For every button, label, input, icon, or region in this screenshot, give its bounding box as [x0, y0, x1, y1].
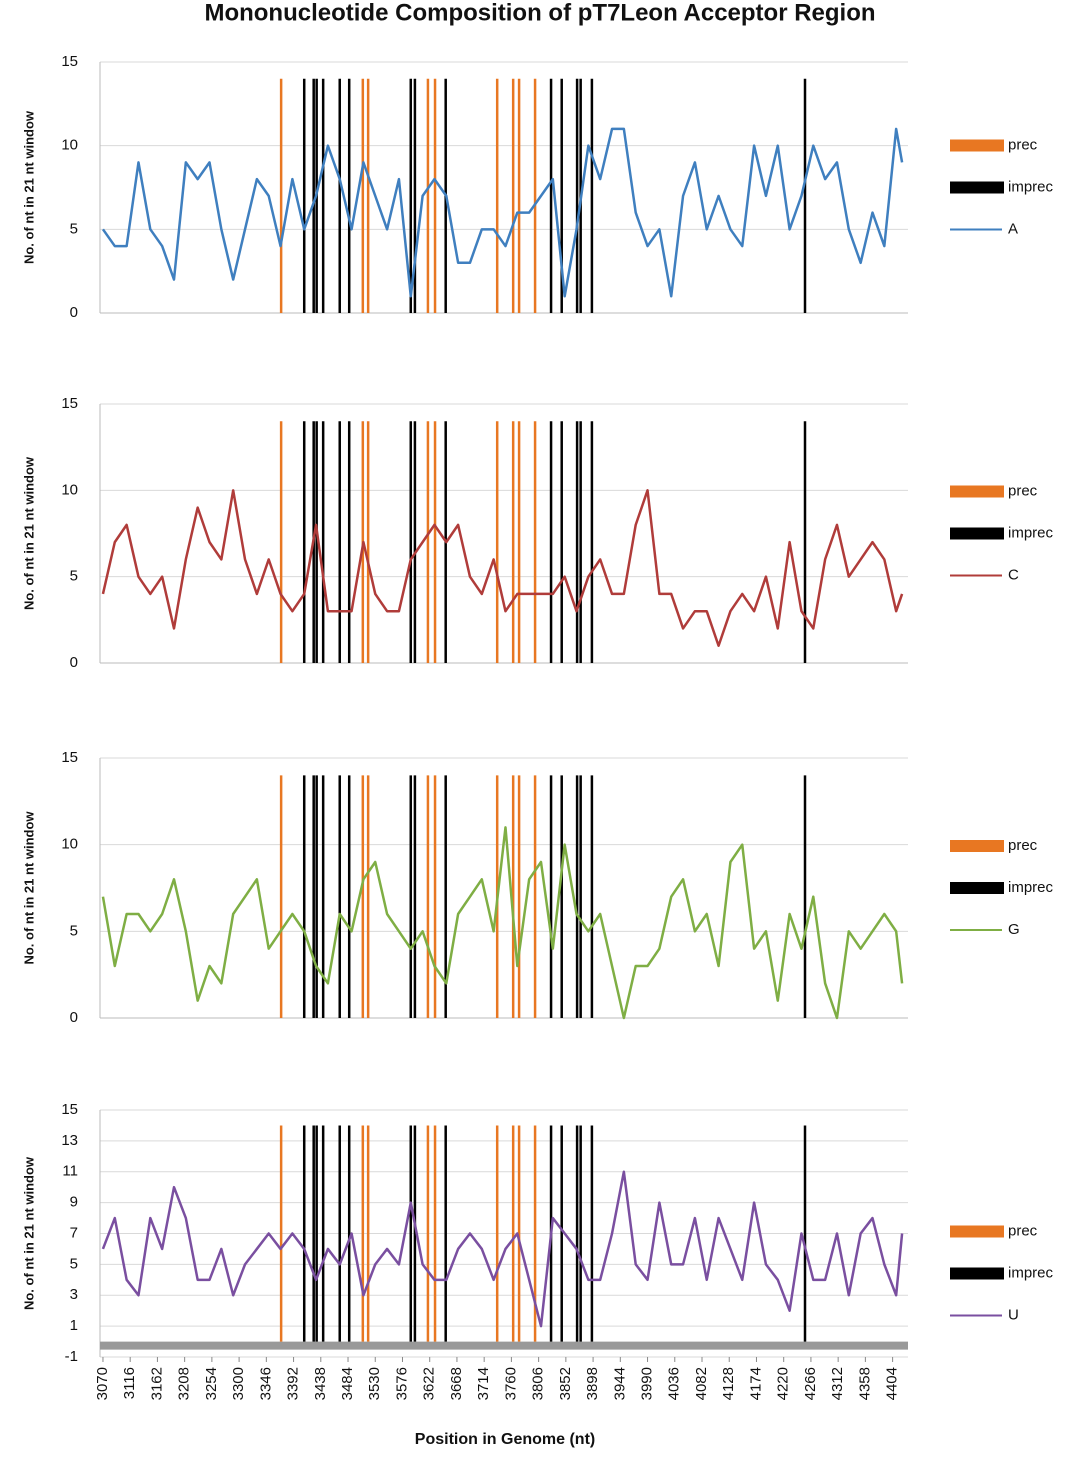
panel: No. of nt in 21 nt window-11357911131530… — [21, 1101, 1053, 1448]
x-tick-label: 3852 — [557, 1367, 574, 1400]
y-axis-title: No. of nt in 21 nt window — [21, 1156, 36, 1310]
chart-title: Mononucleotide Composition of pT7Leon Ac… — [204, 0, 875, 26]
legend-swatch — [950, 1267, 1004, 1280]
legend-swatch — [950, 882, 1004, 894]
x-tick-label: 4220 — [775, 1367, 792, 1400]
legend-label: U — [1008, 1306, 1019, 1323]
y-tick-label: 10 — [61, 137, 78, 154]
line-series — [101, 1170, 904, 1328]
x-tick-label: 4312 — [829, 1367, 846, 1400]
legend-swatch — [950, 139, 1004, 152]
legend-label: C — [1008, 566, 1019, 583]
x-tick-label: 3346 — [257, 1367, 274, 1400]
legend-swatch — [950, 485, 1004, 498]
line-series — [101, 826, 904, 1020]
y-tick-label: 0 — [70, 1009, 78, 1026]
legend-swatch — [950, 840, 1004, 852]
line-series — [101, 489, 904, 647]
x-tick-label: 3576 — [393, 1367, 410, 1400]
y-axis-title: No. of nt in 21 nt window — [21, 811, 36, 965]
y-tick-label: 15 — [61, 1101, 78, 1118]
legend-swatch — [950, 1225, 1004, 1238]
y-axis-title: No. of nt in 21 nt window — [21, 110, 36, 264]
y-tick-label: 5 — [70, 220, 78, 237]
x-tick-label: 4082 — [693, 1367, 710, 1400]
x-tick-label: 4174 — [747, 1367, 764, 1400]
legend-label: imprec — [1008, 1264, 1054, 1281]
x-tick-label: 3392 — [285, 1367, 302, 1400]
legend-label: prec — [1008, 136, 1038, 153]
x-tick-label: 3208 — [176, 1367, 193, 1400]
y-tick-label: -1 — [65, 1348, 78, 1365]
y-tick-label: 0 — [70, 654, 78, 671]
x-tick-label: 4358 — [856, 1367, 873, 1400]
y-tick-label: 7 — [70, 1224, 78, 1241]
y-tick-label: 15 — [61, 395, 78, 412]
y-tick-label: 10 — [61, 481, 78, 498]
x-axis-title: Position in Genome (nt) — [415, 1431, 595, 1448]
legend-swatch — [950, 181, 1004, 194]
x-tick-label: 3070 — [94, 1367, 111, 1400]
y-tick-label: 5 — [70, 568, 78, 585]
legend-label: imprec — [1008, 178, 1054, 195]
line-series — [101, 127, 904, 298]
legend-label: G — [1008, 921, 1020, 938]
y-tick-label: 3 — [70, 1286, 78, 1303]
y-tick-label: 5 — [70, 922, 78, 939]
legend-label: imprec — [1008, 524, 1054, 541]
legend-label: imprec — [1008, 879, 1054, 896]
x-tick-label: 4266 — [802, 1367, 819, 1400]
x-tick-label: 3254 — [203, 1367, 220, 1400]
y-tick-label: 1 — [70, 1317, 78, 1334]
y-tick-label: 13 — [61, 1132, 78, 1149]
y-tick-label: 5 — [70, 1255, 78, 1272]
y-tick-label: 10 — [61, 836, 78, 853]
x-tick-label: 3622 — [421, 1367, 438, 1400]
x-tick-label: 3484 — [339, 1367, 356, 1400]
legend-label: A — [1008, 220, 1018, 237]
y-axis-title: No. of nt in 21 nt window — [21, 456, 36, 610]
legend-label: prec — [1008, 482, 1038, 499]
x-tick-label: 3668 — [448, 1367, 465, 1400]
x-tick-label: 3898 — [584, 1367, 601, 1400]
y-tick-label: 15 — [61, 53, 78, 70]
legend-label: prec — [1008, 837, 1038, 854]
y-tick-label: 15 — [61, 749, 78, 766]
x-tick-label: 3300 — [230, 1367, 247, 1400]
legend-swatch — [950, 527, 1004, 540]
y-tick-label: 9 — [70, 1194, 78, 1211]
y-tick-label: 11 — [62, 1163, 78, 1180]
panel: No. of nt in 21 nt window 0 5 10 15 prec impre… — [21, 395, 1053, 671]
x-tick-label: 3714 — [475, 1367, 492, 1400]
x-tick-label: 3760 — [502, 1367, 519, 1400]
panel: No. of nt in 21 nt window 0 5 10 15 prec impre… — [21, 749, 1053, 1026]
x-tick-label: 3162 — [148, 1367, 165, 1400]
x-tick-label: 4404 — [884, 1367, 901, 1400]
legend-label: prec — [1008, 1222, 1038, 1239]
x-tick-label: 3944 — [611, 1367, 628, 1400]
x-tick-label: 4128 — [720, 1367, 737, 1400]
y-tick-label: 0 — [70, 304, 78, 321]
x-tick-label: 4036 — [666, 1367, 683, 1400]
x-tick-label: 3806 — [530, 1367, 547, 1400]
x-tick-label: 3530 — [366, 1367, 383, 1400]
x-tick-label: 3116 — [121, 1367, 138, 1399]
panel: Mononucleotide Composition of pT7Leon Ac… — [21, 0, 1053, 321]
x-tick-label: 3990 — [639, 1367, 656, 1400]
x-tick-label: 3438 — [312, 1367, 329, 1400]
